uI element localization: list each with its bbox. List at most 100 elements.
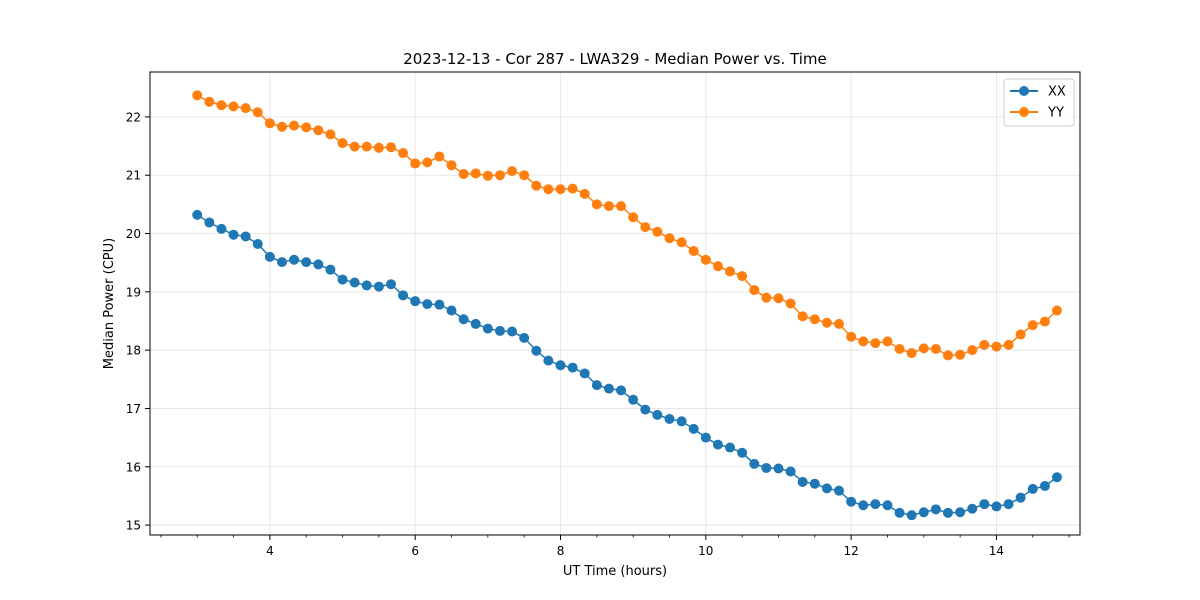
data-point-xx xyxy=(603,383,614,394)
data-point-xx xyxy=(555,360,566,371)
data-point-xx xyxy=(1015,492,1026,503)
data-point-yy xyxy=(749,285,760,296)
data-point-xx xyxy=(386,279,396,290)
legend-label-yy: YY xyxy=(1047,106,1064,121)
data-point-yy xyxy=(918,343,929,354)
data-point-yy xyxy=(821,317,832,328)
chart-title: 2023-12-13 - Cor 287 - LWA329 - Median P… xyxy=(403,50,827,68)
data-point-yy xyxy=(809,314,820,325)
data-point-xx xyxy=(870,499,881,510)
data-point-xx xyxy=(579,368,590,379)
data-point-yy xyxy=(301,122,312,133)
data-point-yy xyxy=(858,336,869,347)
data-point-yy xyxy=(398,148,409,159)
data-point-xx xyxy=(725,442,736,453)
legend-marker-yy xyxy=(1019,107,1029,117)
data-point-yy xyxy=(567,183,578,194)
data-point-xx xyxy=(373,281,384,292)
data-point-yy xyxy=(761,292,772,303)
data-point-yy xyxy=(264,118,275,129)
data-point-xx xyxy=(192,209,203,220)
data-point-xx xyxy=(531,345,542,356)
data-point-xx xyxy=(264,251,275,262)
data-point-xx xyxy=(616,385,627,396)
legend: XX YY xyxy=(1003,78,1075,127)
x-tick-label: 6 xyxy=(411,544,419,558)
data-point-xx xyxy=(797,476,808,487)
data-point-xx xyxy=(834,485,844,496)
data-point-xx xyxy=(240,231,251,242)
data-point-yy xyxy=(894,343,905,354)
plot-frame xyxy=(149,71,1081,536)
data-point-yy xyxy=(797,311,808,322)
data-point-xx xyxy=(1051,472,1062,483)
data-point-xx xyxy=(967,503,978,514)
data-point-yy xyxy=(313,125,324,136)
y-tick-label: 16 xyxy=(126,460,141,474)
data-point-xx xyxy=(252,239,263,250)
data-point-yy xyxy=(252,107,263,118)
data-point-yy xyxy=(446,160,457,171)
data-point-xx xyxy=(301,257,312,268)
data-point-yy xyxy=(289,120,300,131)
data-point-yy xyxy=(664,233,675,244)
data-point-xx xyxy=(228,229,239,240)
data-point-xx xyxy=(543,355,554,366)
y-tick-label: 22 xyxy=(126,110,141,124)
data-point-xx xyxy=(882,500,893,511)
data-point-yy xyxy=(1039,316,1050,327)
x-tick-label: 4 xyxy=(266,544,274,558)
data-point-yy xyxy=(676,237,687,248)
data-point-xx xyxy=(325,264,336,275)
data-point-xx xyxy=(446,305,457,316)
data-point-xx xyxy=(470,318,481,329)
data-point-xx xyxy=(761,462,772,473)
data-point-yy xyxy=(967,345,978,356)
data-point-xx xyxy=(434,299,445,310)
data-point-xx xyxy=(737,447,748,458)
data-point-xx xyxy=(991,501,1002,512)
data-point-yy xyxy=(458,169,469,180)
data-point-yy xyxy=(846,331,857,342)
y-tick-label: 20 xyxy=(126,227,141,241)
series-layer xyxy=(192,90,1062,521)
data-point-yy xyxy=(192,90,203,101)
data-point-yy xyxy=(785,298,796,309)
data-point-xx xyxy=(652,409,663,420)
data-point-yy xyxy=(543,184,554,195)
data-point-yy xyxy=(688,246,699,257)
data-point-yy xyxy=(979,339,990,350)
data-point-yy xyxy=(773,293,784,304)
data-point-xx xyxy=(906,510,917,521)
data-point-xx xyxy=(204,217,215,228)
data-point-yy xyxy=(422,157,433,168)
data-point-xx xyxy=(809,478,820,489)
data-point-xx xyxy=(773,463,784,474)
legend-marker-xx xyxy=(1019,86,1029,96)
data-point-yy xyxy=(470,168,481,179)
data-point-yy xyxy=(240,103,251,114)
data-point-yy xyxy=(930,343,941,354)
ticks: 4 6 8 10 12 14 15 16 17 18 19 20 21 22 xyxy=(126,110,1070,558)
data-point-yy xyxy=(204,96,215,107)
data-point-yy xyxy=(1027,320,1038,331)
series-xx xyxy=(192,209,1062,521)
data-point-yy xyxy=(906,348,917,359)
data-point-yy xyxy=(519,170,530,181)
data-point-xx xyxy=(216,223,227,234)
data-point-yy xyxy=(579,188,590,199)
data-point-xx xyxy=(289,254,300,265)
data-point-xx xyxy=(398,290,409,301)
y-tick-label: 21 xyxy=(126,169,141,183)
data-point-xx xyxy=(591,380,602,391)
data-point-yy xyxy=(991,341,1002,352)
data-point-yy xyxy=(652,226,663,237)
data-point-yy xyxy=(434,151,445,162)
series-yy xyxy=(192,90,1062,361)
data-point-yy xyxy=(870,338,881,349)
data-point-yy xyxy=(616,201,627,212)
data-point-xx xyxy=(1003,499,1014,510)
data-point-yy xyxy=(882,336,893,347)
data-point-xx xyxy=(507,326,518,337)
